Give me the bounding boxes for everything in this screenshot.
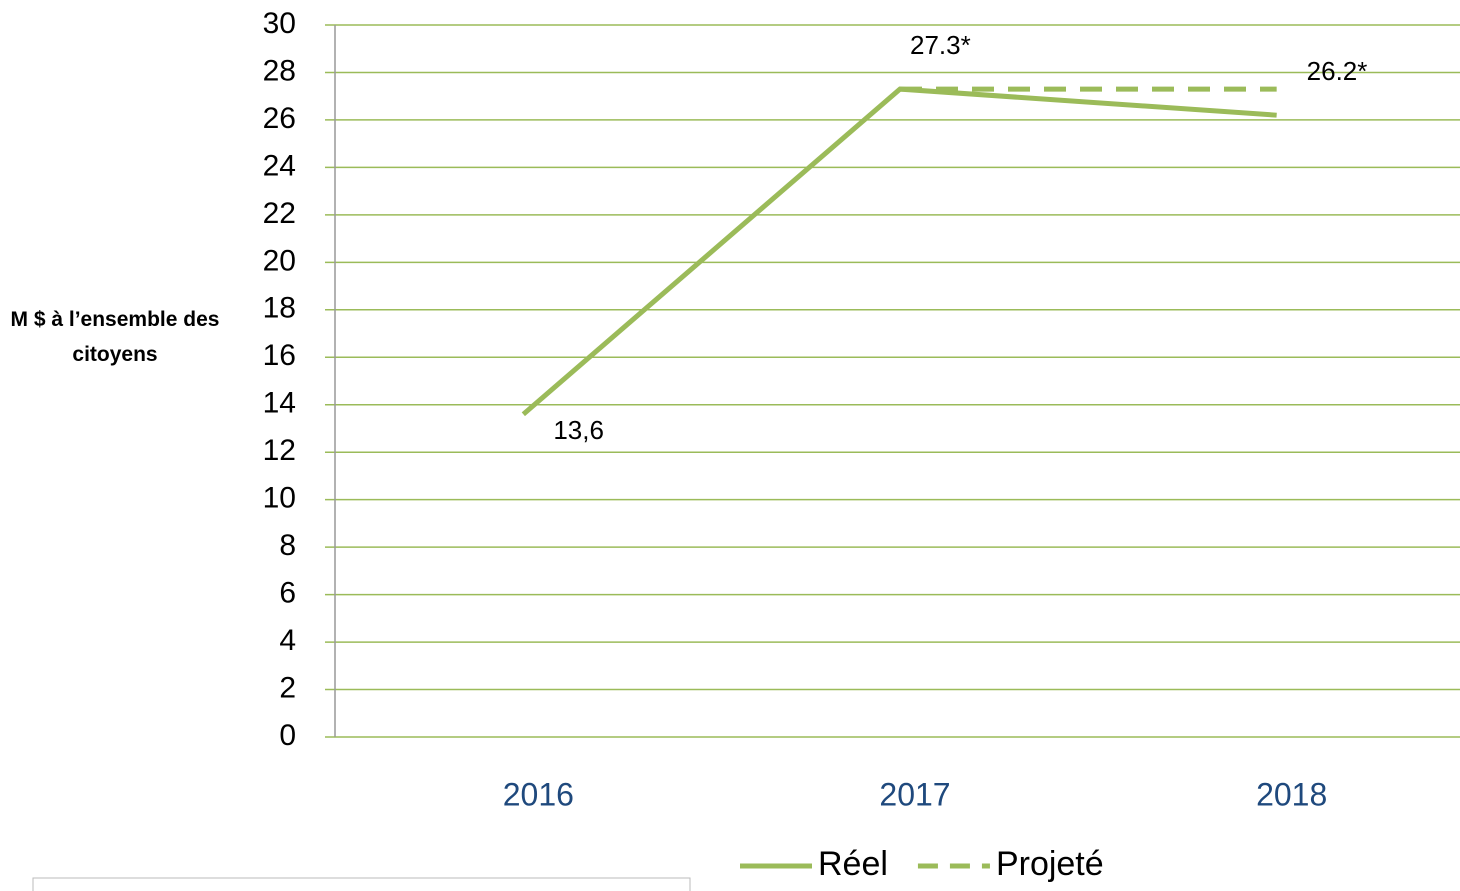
data-label: 13,6 [553, 415, 604, 445]
y-tick-label: 0 [279, 719, 296, 752]
series-line [521, 86, 1277, 417]
y-tick-label: 2 [279, 671, 296, 704]
y-tick-label: 10 [263, 482, 296, 515]
y-tick-label: 12 [263, 434, 296, 467]
x-tick-label: 2018 [1256, 776, 1327, 812]
y-axis-label: M $ à l’ensemble des citoyens [10, 308, 220, 366]
frame-box [32, 877, 691, 891]
y-tick-label: 26 [263, 102, 296, 135]
x-tick-label: 2016 [503, 776, 574, 812]
y-tick-label: 14 [263, 387, 296, 420]
y-tick-label: 8 [279, 529, 296, 562]
data-label: 27.3* [910, 30, 971, 60]
legend-label: Projeté [996, 845, 1104, 883]
y-tick-label: 28 [263, 54, 296, 87]
y-tick-label: 6 [279, 577, 296, 610]
y-tick-label: 22 [263, 197, 296, 230]
x-tick-label: 2017 [879, 776, 950, 812]
y-tick-label: 18 [263, 292, 296, 325]
y-tick-label: 16 [263, 339, 296, 372]
y-tick-label: 20 [263, 244, 296, 277]
y-tick-label: 4 [279, 624, 296, 657]
y-tick-label: 24 [263, 149, 296, 182]
y-tick-label: 30 [263, 7, 296, 40]
data-label: 26.2* [1307, 56, 1368, 86]
legend-label: Réel [818, 845, 888, 883]
